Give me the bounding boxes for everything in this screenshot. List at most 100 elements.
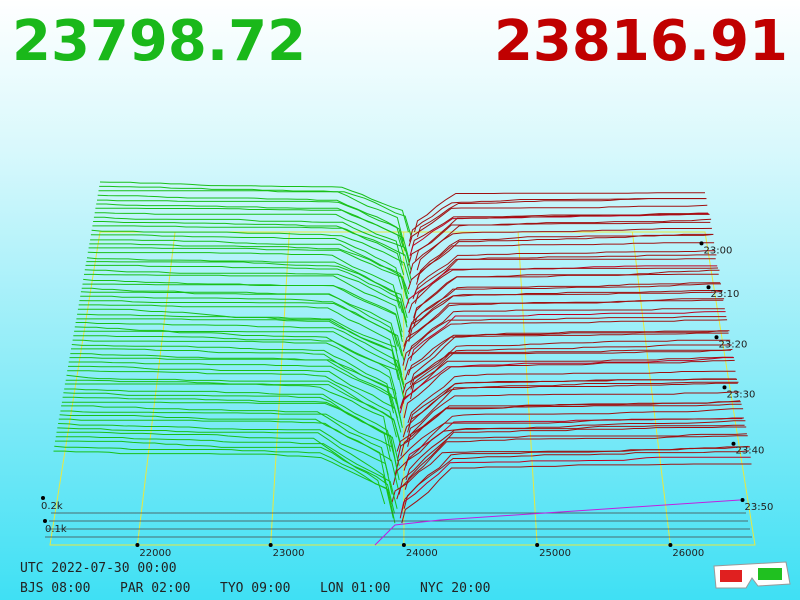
price-grid-line bbox=[270, 231, 290, 546]
bid-depth-line bbox=[85, 264, 408, 323]
depth-tick bbox=[41, 496, 45, 500]
bid-depth-line bbox=[91, 229, 411, 285]
bid-depth-line bbox=[58, 418, 399, 490]
bid-depth-line bbox=[80, 295, 403, 357]
bid-depth-line bbox=[62, 396, 400, 466]
ask-depth-line bbox=[408, 283, 721, 333]
bid-depth-line bbox=[61, 405, 389, 476]
bid-depth-line bbox=[84, 269, 408, 328]
bid-depth-line bbox=[68, 365, 402, 433]
price-grid-line bbox=[631, 231, 671, 546]
bid-depth-line bbox=[99, 185, 412, 237]
time-tick bbox=[699, 241, 704, 246]
bid-depth-line bbox=[87, 251, 400, 309]
zone-time: BJS 08:00 bbox=[20, 581, 90, 596]
price-label: 25000 bbox=[539, 548, 571, 559]
bid-depth-line bbox=[93, 216, 412, 271]
price-label: 23000 bbox=[273, 548, 305, 559]
bid-depth-line bbox=[72, 339, 397, 404]
bid-depth-line bbox=[97, 199, 406, 252]
ask-depth-line bbox=[403, 450, 750, 509]
ask-depth-line bbox=[404, 319, 728, 371]
price-tick bbox=[135, 543, 140, 547]
zone-time: NYC 20:00 bbox=[420, 581, 490, 596]
3d-glasses-icon bbox=[713, 561, 791, 589]
ask-depth-line bbox=[408, 267, 719, 314]
bid-depth-line bbox=[55, 436, 398, 509]
ask-depth-line bbox=[402, 348, 733, 404]
bid-price: 23798.72 bbox=[12, 9, 306, 74]
depth-label: 0.1k bbox=[45, 524, 67, 535]
bid-depth-line bbox=[86, 261, 408, 319]
bid-depth-line bbox=[90, 239, 410, 295]
bid-depth-line bbox=[53, 450, 396, 524]
bid-depth-line bbox=[96, 203, 405, 257]
time-label: 23:20 bbox=[719, 339, 748, 350]
ask-depth-line bbox=[394, 417, 744, 476]
ask-depth-line bbox=[409, 198, 707, 242]
depth-label: 0.2k bbox=[41, 501, 63, 512]
bid-depth-line bbox=[97, 194, 404, 247]
bid-depth-line bbox=[64, 388, 395, 457]
utc-time: UTC 2022-07-30 00:00 bbox=[20, 561, 177, 576]
ask-depth-line bbox=[416, 198, 706, 237]
bid-depth-line bbox=[77, 313, 403, 376]
price-tick bbox=[268, 543, 273, 547]
bid-depth-line bbox=[88, 247, 410, 304]
axis-labels: 22000 23000 24000 25000 26000 23:00 23:10 23:20… bbox=[41, 241, 773, 559]
bid-depth-line bbox=[66, 374, 401, 443]
zone-times: BJS 08:00 PAR 02:00 TYO 09:00 LON 01:00 NYC … bbox=[20, 581, 490, 596]
ask-depth-line bbox=[408, 204, 708, 247]
ask-depth-line bbox=[399, 357, 734, 414]
bid-depth-line bbox=[71, 348, 395, 414]
ask-depth-line bbox=[412, 269, 720, 323]
bid-depth-line bbox=[59, 414, 387, 486]
bid-depth-line bbox=[64, 383, 391, 452]
bid-depth-line bbox=[76, 318, 399, 381]
ask-depth-line bbox=[408, 290, 723, 342]
ask-depth-line bbox=[404, 426, 747, 490]
price-tick bbox=[535, 543, 540, 547]
ask-price: 23816.91 bbox=[494, 9, 788, 74]
ask-depth-line bbox=[407, 330, 728, 376]
bid-depth-line bbox=[67, 370, 397, 438]
ask-depth-line bbox=[407, 242, 715, 290]
bid-depth-line bbox=[98, 190, 404, 242]
ask-depth-line bbox=[414, 192, 705, 233]
ask-depth-line bbox=[404, 332, 729, 381]
bid-depth-line bbox=[73, 335, 405, 400]
price-grid-line bbox=[136, 231, 176, 546]
ask-depth-line bbox=[413, 282, 721, 328]
price-grid-line bbox=[517, 231, 538, 546]
time-label: 23:00 bbox=[704, 245, 733, 256]
ask-depth-line bbox=[398, 433, 747, 495]
depth-tick bbox=[43, 519, 47, 523]
bid-depth-line bbox=[74, 326, 405, 390]
price-tick bbox=[401, 543, 406, 547]
time-label: 23:10 bbox=[711, 289, 740, 300]
ask-depth-line bbox=[408, 221, 711, 266]
time-tick bbox=[722, 385, 727, 390]
bid-depth-line bbox=[89, 243, 408, 299]
zone-time: TYO 09:00 bbox=[220, 581, 290, 596]
ask-depth-line bbox=[403, 408, 744, 471]
ask-depth-line bbox=[396, 403, 742, 462]
floor-grid bbox=[49, 231, 756, 547]
bid-depth-line bbox=[68, 361, 403, 428]
time-tick bbox=[714, 335, 719, 340]
bid-depth-line bbox=[55, 440, 395, 514]
bid-depth-line bbox=[84, 273, 403, 333]
ask-depth-line bbox=[410, 339, 731, 390]
ask-depth-line bbox=[414, 254, 717, 304]
ask-depth-line bbox=[410, 212, 708, 252]
bid-depth-line bbox=[71, 344, 394, 409]
price-label: 22000 bbox=[139, 548, 171, 559]
ask-depth-line bbox=[396, 435, 748, 500]
time-label: 23:40 bbox=[736, 446, 765, 457]
bid-depth-line bbox=[78, 304, 397, 366]
bid-depth-line bbox=[86, 257, 403, 314]
bid-depth-line bbox=[60, 410, 400, 481]
ask-depth-line bbox=[407, 378, 737, 433]
